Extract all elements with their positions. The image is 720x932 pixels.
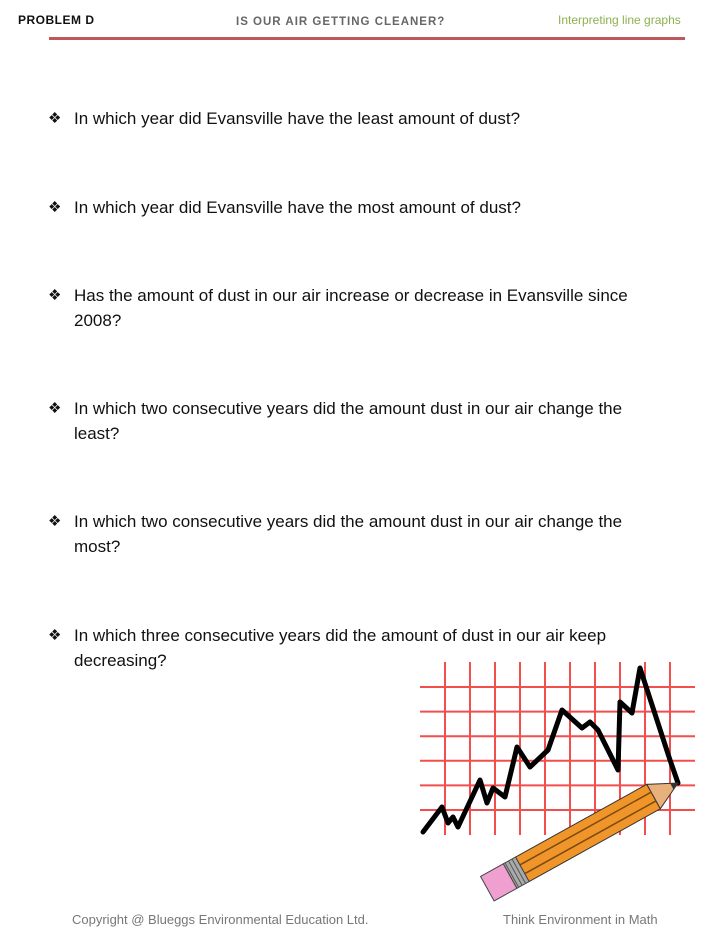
- question-6: ❖ In which three consecutive years did th…: [48, 623, 668, 673]
- question-2: ❖ In which year did Evansville have the m…: [48, 195, 668, 220]
- bullet-icon: ❖: [48, 287, 62, 304]
- question-text: Has the amount of dust in our air increa…: [74, 286, 628, 330]
- question-5: ❖ In which two consecutive years did the …: [48, 509, 668, 559]
- bullet-icon: ❖: [48, 400, 62, 417]
- bullet-icon: ❖: [48, 627, 62, 644]
- question-text: In which year did Evansville have the le…: [74, 109, 521, 128]
- question-3: ❖ Has the amount of dust in our air incre…: [48, 283, 668, 333]
- question-text: In which three consecutive years did the…: [74, 626, 607, 670]
- bullet-icon: ❖: [48, 199, 62, 216]
- question-1: ❖ In which year did Evansville have the l…: [48, 106, 668, 131]
- bullet-icon: ❖: [48, 513, 62, 530]
- question-text: In which two consecutive years did the a…: [74, 399, 623, 443]
- bullet-icon: ❖: [48, 110, 62, 127]
- zigzag-line: [420, 665, 681, 835]
- page-title: IS OUR AIR GETTING CLEANER?: [236, 16, 446, 28]
- footer-tagline: Think Environment in Math: [503, 912, 658, 927]
- question-4: ❖ In which two consecutive years did the …: [48, 396, 668, 446]
- topic-label: Interpreting line graphs: [558, 13, 681, 27]
- problem-label: PROBLEM D: [18, 13, 95, 27]
- header-divider: [49, 37, 685, 40]
- question-text: In which year did Evansville have the mo…: [74, 198, 521, 217]
- question-text: In which two consecutive years did the a…: [74, 512, 623, 556]
- copyright-text: Copyright @ Blueggs Environmental Educat…: [72, 912, 369, 927]
- pencil-icon: [479, 782, 679, 902]
